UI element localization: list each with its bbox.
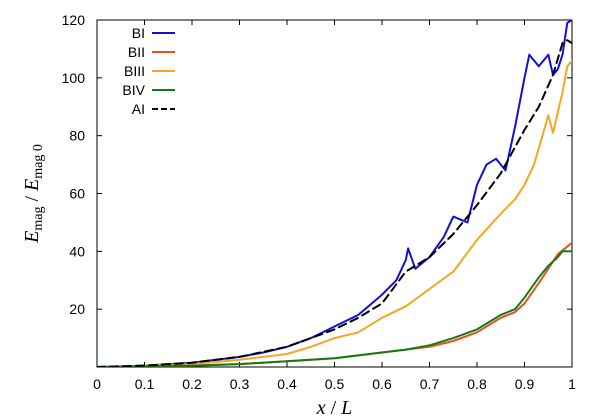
y-tick-label: 80 <box>69 128 85 144</box>
series-lines <box>97 20 572 367</box>
y-tick-label: 60 <box>69 186 85 202</box>
series-line-ai <box>97 39 572 367</box>
y-tick-label: 100 <box>62 70 86 86</box>
x-tick-label: 0.7 <box>420 376 440 392</box>
legend: BI BII BIII BIV AI <box>122 25 175 117</box>
x-axis-title: x / L <box>316 397 353 419</box>
series-line-biii <box>97 59 572 367</box>
series-line-bii <box>97 241 572 367</box>
x-tick-labels: 0 0.1 0.2 0.3 0.4 0.5 0.6 0.7 0.8 0.9 1 <box>93 376 576 392</box>
legend-label-biii: BIII <box>124 63 145 79</box>
y-axis-title: Emag / Emag 0 <box>21 144 46 244</box>
x-tick-label: 0.6 <box>372 376 392 392</box>
x-tick-label: 0 <box>93 376 101 392</box>
legend-label-ai: AI <box>132 101 145 117</box>
y-tick-label: 40 <box>69 243 85 259</box>
x-tick-label: 0.3 <box>230 376 250 392</box>
axis-ticks <box>96 19 573 367</box>
x-tick-label: 0.2 <box>182 376 202 392</box>
x-tick-label: 0.4 <box>277 376 297 392</box>
legend-label-biv: BIV <box>122 82 145 98</box>
y-tick-label: 120 <box>62 12 86 28</box>
x-tick-label: 0.1 <box>135 376 155 392</box>
x-tick-label: 1 <box>568 376 576 392</box>
x-tick-label: 0.8 <box>467 376 487 392</box>
y-tick-label: 20 <box>69 301 85 317</box>
series-line-biv <box>97 250 572 367</box>
y-tick-labels: 20 40 60 80 100 120 <box>62 12 86 317</box>
x-tick-label: 0.5 <box>325 376 345 392</box>
legend-label-bii: BII <box>128 44 145 60</box>
legend-label-bi: BI <box>132 25 145 41</box>
x-tick-label: 0.9 <box>515 376 535 392</box>
